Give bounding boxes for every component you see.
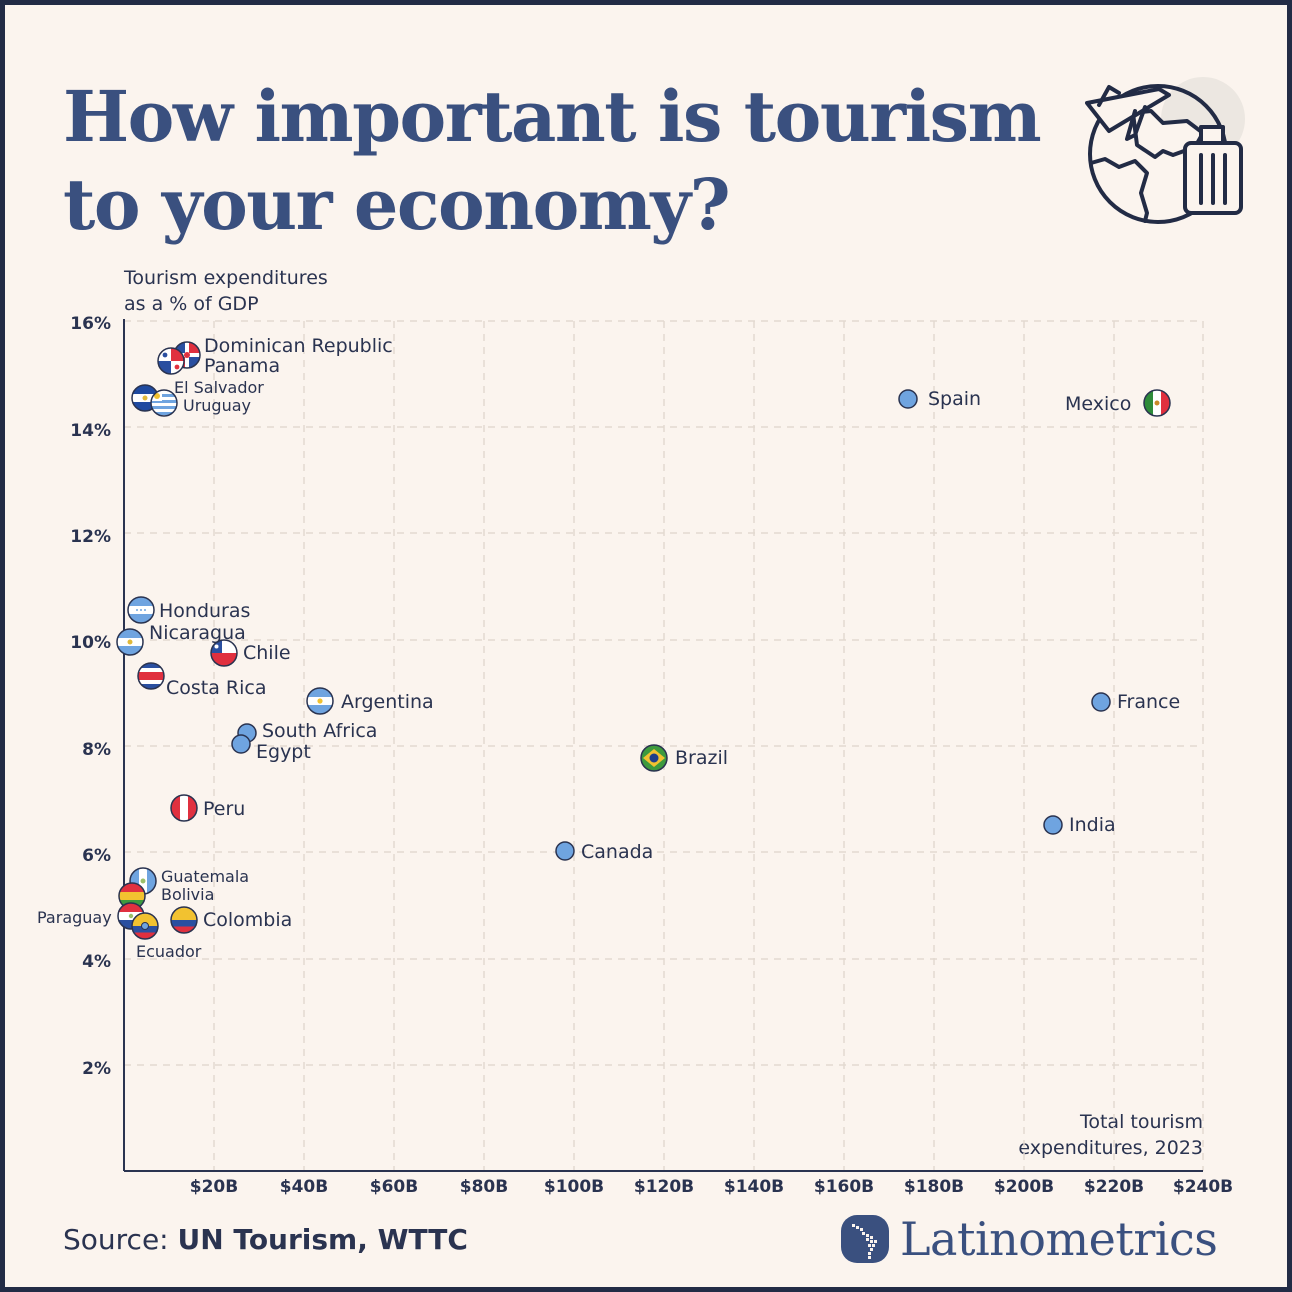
label-india: India — [1069, 814, 1116, 836]
label-spain: Spain — [928, 388, 982, 410]
flag-nicaragua-icon — [116, 628, 144, 656]
source-value: UN Tourism, WTTC — [177, 1223, 468, 1256]
label-argentina: Argentina — [341, 691, 434, 713]
flag-mexico-icon — [1143, 389, 1171, 417]
y-tick-4: 4% — [82, 952, 111, 972]
infographic-card: How important is tourism to your economy… — [5, 5, 1287, 1287]
label-bolivia: Bolivia — [161, 885, 215, 904]
y-tick-6: 6% — [82, 846, 111, 866]
x-tick-80: $80B — [459, 1177, 509, 1197]
point-india — [1043, 815, 1063, 835]
x-tick-160: $160B — [813, 1177, 875, 1197]
x-tick-200: $200B — [993, 1177, 1055, 1197]
label-uruguay: Uruguay — [183, 396, 251, 415]
scatter-plot — [116, 319, 1204, 1172]
x-tick-180: $180B — [903, 1177, 965, 1197]
label-honduras: Honduras — [159, 600, 251, 622]
point-canada — [555, 841, 575, 861]
label-paraguay: Paraguay — [37, 908, 112, 927]
brand-logo: Latinometrics — [840, 1209, 1218, 1269]
point-spain — [898, 389, 918, 409]
label-brazil: Brazil — [675, 747, 729, 769]
label-mexico: Mexico — [1065, 393, 1132, 415]
flag-brazil-icon — [640, 744, 668, 772]
y-tick-16: 16% — [70, 314, 111, 334]
source-note: Source: UN Tourism, WTTC — [63, 1223, 468, 1256]
axes — [123, 319, 1203, 1172]
y-tick-12: 12% — [70, 527, 111, 547]
y-axis-label: Tourism expenditures as a % of GDP — [124, 267, 328, 315]
label-panama: Panama — [204, 355, 281, 377]
y-tick-14: 14% — [70, 421, 111, 441]
flag-costa-rica-icon — [137, 662, 165, 690]
label-guatemala: Guatemala — [161, 867, 250, 886]
source-prefix: Source: — [63, 1223, 169, 1256]
x-tick-240: $240B — [1172, 1177, 1234, 1197]
y-tick-2: 2% — [82, 1059, 111, 1079]
flag-honduras-icon — [127, 596, 155, 624]
y-tick-8: 8% — [82, 740, 111, 760]
point-france — [1091, 692, 1111, 712]
label-nicaragua: Nicaragua — [149, 622, 246, 644]
x-tick-40: $40B — [279, 1177, 329, 1197]
flag-argentina-icon — [306, 687, 334, 715]
x-tick-120: $120B — [633, 1177, 695, 1197]
label-france: France — [1117, 691, 1181, 713]
globe-airplane-luggage-icon — [1075, 63, 1255, 233]
brand-name: Latinometrics — [900, 1212, 1218, 1266]
flag-ecuador-icon — [131, 912, 159, 940]
label-canada: Canada — [581, 841, 654, 863]
flag-chile-icon — [210, 639, 238, 667]
grid-lines — [124, 320, 1204, 1171]
flag-panama-icon — [157, 347, 185, 375]
flag-peru-icon — [170, 794, 198, 822]
latin-america-map-icon — [841, 1215, 889, 1263]
page-title: How important is tourism to your economy… — [63, 75, 1042, 246]
x-tick-140: $140B — [723, 1177, 785, 1197]
y-tick-10: 10% — [70, 633, 111, 653]
point-egypt — [231, 734, 251, 754]
label-costa-rica: Costa Rica — [166, 677, 267, 699]
label-south-africa: South Africa — [262, 720, 378, 742]
label-colombia: Colombia — [203, 909, 293, 931]
label-chile: Chile — [243, 642, 291, 664]
label-el-salvador: El Salvador — [174, 378, 264, 397]
x-tick-20: $20B — [189, 1177, 239, 1197]
label-dominican-republic: Dominican Republic — [204, 335, 393, 357]
label-peru: Peru — [203, 798, 246, 820]
x-tick-220: $220B — [1083, 1177, 1145, 1197]
flag-uruguay-icon — [150, 389, 178, 417]
x-tick-100: $100B — [543, 1177, 605, 1197]
x-tick-60: $60B — [369, 1177, 419, 1197]
label-egypt: Egypt — [256, 741, 311, 763]
flag-colombia-icon — [170, 906, 198, 934]
label-ecuador: Ecuador — [136, 942, 202, 961]
